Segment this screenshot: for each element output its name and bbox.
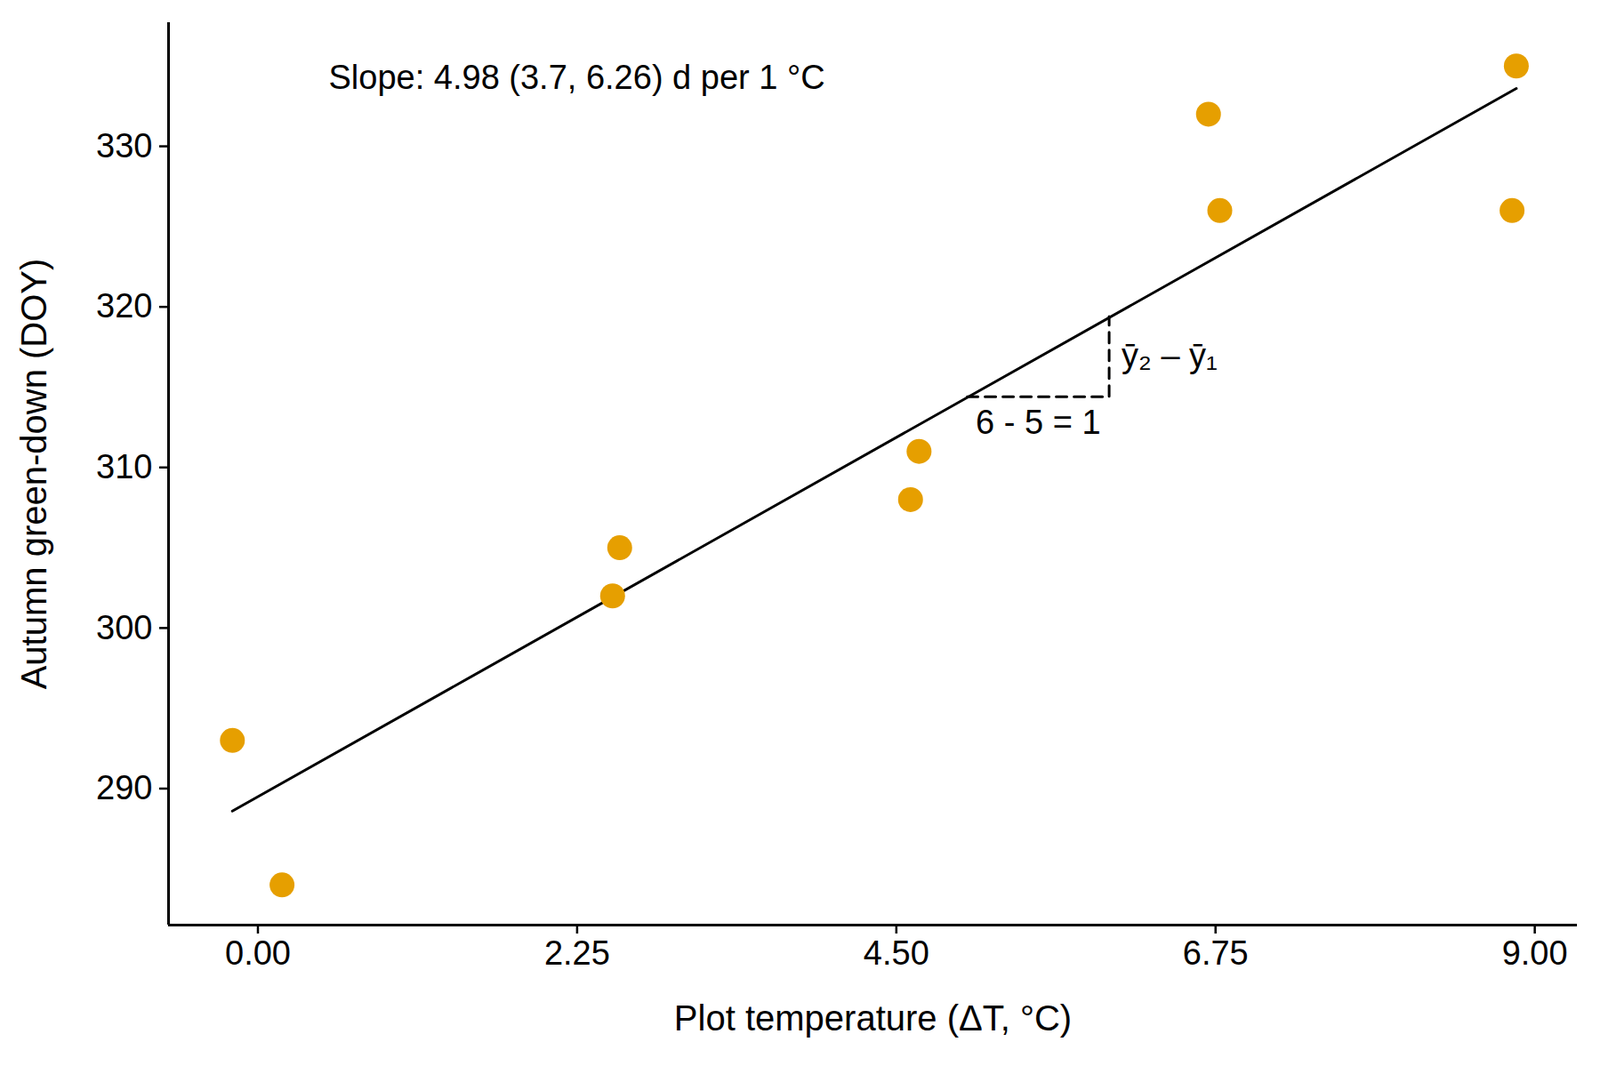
svg-text:300: 300 <box>96 609 153 647</box>
svg-text:330: 330 <box>96 127 153 165</box>
svg-text:6 - 5 = 1: 6 - 5 = 1 <box>975 403 1101 442</box>
svg-text:290: 290 <box>96 769 153 807</box>
svg-text:6.75: 6.75 <box>1182 934 1249 973</box>
svg-text:320: 320 <box>96 287 153 325</box>
svg-text:Autumn green-down (DOY): Autumn green-down (DOY) <box>14 258 54 691</box>
svg-text:2.25: 2.25 <box>544 934 611 973</box>
svg-text:9.00: 9.00 <box>1502 934 1568 973</box>
svg-text:Plot temperature (ΔT, °C): Plot temperature (ΔT, °C) <box>674 998 1072 1038</box>
svg-text:0.00: 0.00 <box>225 934 291 973</box>
svg-text:4.50: 4.50 <box>863 934 930 973</box>
svg-text:310: 310 <box>96 448 153 486</box>
svg-text:ȳ₂ – ȳ₁: ȳ₂ – ȳ₁ <box>1121 337 1218 375</box>
svg-text:Slope: 4.98 (3.7, 6.26) d per: Slope: 4.98 (3.7, 6.26) d per 1 °C <box>329 58 826 97</box>
